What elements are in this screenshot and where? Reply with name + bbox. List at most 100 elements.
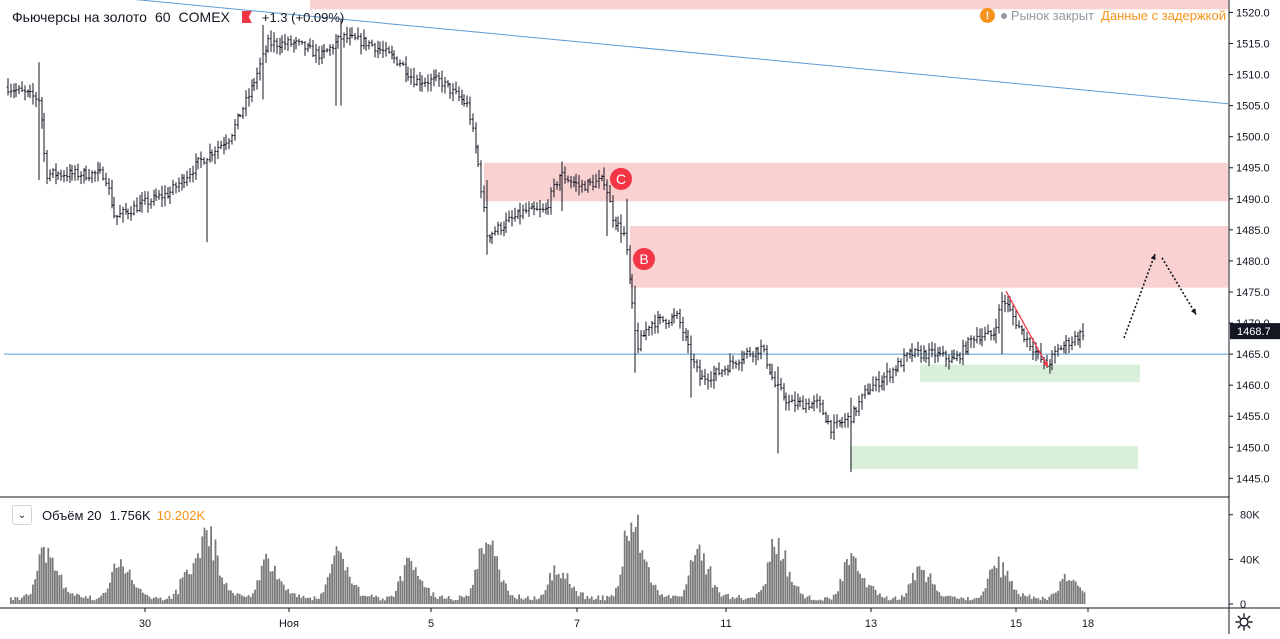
volume-bar-301 xyxy=(672,595,674,604)
candle-328 xyxy=(924,349,928,363)
annotations-layer: CB xyxy=(610,167,1197,368)
volume-bar-246 xyxy=(551,580,553,604)
volume-bar-187 xyxy=(421,580,424,604)
candle-8 xyxy=(28,84,32,98)
volume-bar-387 xyxy=(861,578,864,604)
volume-bar-483 xyxy=(1072,579,1075,604)
candle-139 xyxy=(395,56,399,67)
volume-bar-67 xyxy=(157,598,160,604)
volume-bar-426 xyxy=(947,595,949,604)
interval-label[interactable]: 60 xyxy=(154,9,171,25)
volume-bar-54 xyxy=(128,569,131,604)
volume-bar-73 xyxy=(170,598,173,604)
volume-bar-225 xyxy=(505,583,507,604)
candle-91 xyxy=(261,24,265,100)
candle-255 xyxy=(720,368,724,377)
candle-108 xyxy=(308,38,312,49)
volume-bar-237 xyxy=(531,600,534,604)
volume-bar-352 xyxy=(784,550,787,604)
candle-19 xyxy=(59,169,63,181)
price-tick-label: 1485.0 xyxy=(1236,225,1270,237)
volume-bar-57 xyxy=(135,587,138,604)
volume-bar-46 xyxy=(111,571,113,604)
volume-bar-464 xyxy=(1030,598,1033,604)
volume-bar-369 xyxy=(821,600,824,604)
candle-284 xyxy=(801,395,805,410)
volume-bar-6 xyxy=(23,595,25,604)
candle-206 xyxy=(583,180,587,192)
candle-283 xyxy=(798,396,802,408)
volume-bar-1 xyxy=(12,600,14,604)
volume-bar-122 xyxy=(278,578,281,604)
candle-352 xyxy=(992,327,996,341)
volume-bar-48 xyxy=(115,568,118,604)
volume-bar-469 xyxy=(1041,596,1044,604)
volume-bar-71 xyxy=(166,598,168,604)
candle-159 xyxy=(451,83,455,102)
delayed-data-label[interactable]: Данные с задержкой xyxy=(1101,8,1226,23)
volume-bar-410 xyxy=(912,572,914,604)
candle-168 xyxy=(476,144,480,168)
volume-bar-322 xyxy=(718,592,721,604)
candle-4 xyxy=(17,84,21,95)
volume-bar-480 xyxy=(1066,581,1068,604)
volume-bar-421 xyxy=(936,590,938,604)
candle-119 xyxy=(339,18,343,106)
candle-270 xyxy=(762,344,766,353)
candle-300 xyxy=(846,412,850,428)
candle-276 xyxy=(779,377,783,391)
volume-bar-42 xyxy=(102,593,105,604)
candle-3 xyxy=(14,83,18,98)
volume-bar-260 xyxy=(582,592,584,604)
candle-374 xyxy=(1053,346,1057,364)
candle-76 xyxy=(219,140,223,150)
volume-bar-112 xyxy=(256,580,259,604)
volume-bar-240 xyxy=(538,598,540,604)
volume-bar-365 xyxy=(813,599,815,604)
volume-bar-193 xyxy=(434,597,437,604)
volume-bar-315 xyxy=(703,553,705,604)
volume-bar-368 xyxy=(819,599,822,604)
candle-268 xyxy=(756,346,760,361)
candle-178 xyxy=(504,212,508,233)
candle-333 xyxy=(938,346,942,357)
candle-63 xyxy=(182,174,186,189)
candle-129 xyxy=(367,40,371,50)
candle-359 xyxy=(1011,305,1015,326)
volume-bar-262 xyxy=(586,595,589,604)
candle-332 xyxy=(936,347,940,363)
volume-bar-216 xyxy=(485,542,487,604)
volume-bar-139 xyxy=(315,598,318,604)
flag-icon[interactable] xyxy=(242,11,256,23)
candle-146 xyxy=(415,74,419,86)
volume-bar-255 xyxy=(571,587,573,604)
volume-bar-408 xyxy=(907,584,910,604)
candle-102 xyxy=(292,39,296,53)
candle-257 xyxy=(726,364,730,376)
volume-bar-460 xyxy=(1022,593,1024,604)
volume-bar-163 xyxy=(368,596,371,604)
volume-bar-25 xyxy=(65,587,67,604)
volume-bar-418 xyxy=(929,573,932,604)
volume-bar-35 xyxy=(87,598,89,604)
candle-37 xyxy=(110,179,114,209)
volume-bar-423 xyxy=(940,595,943,604)
volume-bar-50 xyxy=(120,559,122,604)
candle-229 xyxy=(647,325,651,336)
volume-bar-294 xyxy=(656,590,659,604)
volume-bar-317 xyxy=(707,568,710,604)
candle-24 xyxy=(73,165,77,181)
candle-295 xyxy=(832,414,836,441)
volume-bar-443 xyxy=(984,588,987,604)
candle-69 xyxy=(199,151,203,169)
arrow-annotation-0 xyxy=(1005,291,1049,368)
gear-icon[interactable] xyxy=(1235,613,1253,631)
volume-bar-272 xyxy=(608,596,611,604)
info-icon[interactable]: ! xyxy=(979,8,995,23)
chevron-down-icon[interactable]: ⌄ xyxy=(12,505,32,525)
candle-298 xyxy=(840,416,844,429)
volume-bar-106 xyxy=(243,596,245,604)
candle-355 xyxy=(1000,291,1004,355)
